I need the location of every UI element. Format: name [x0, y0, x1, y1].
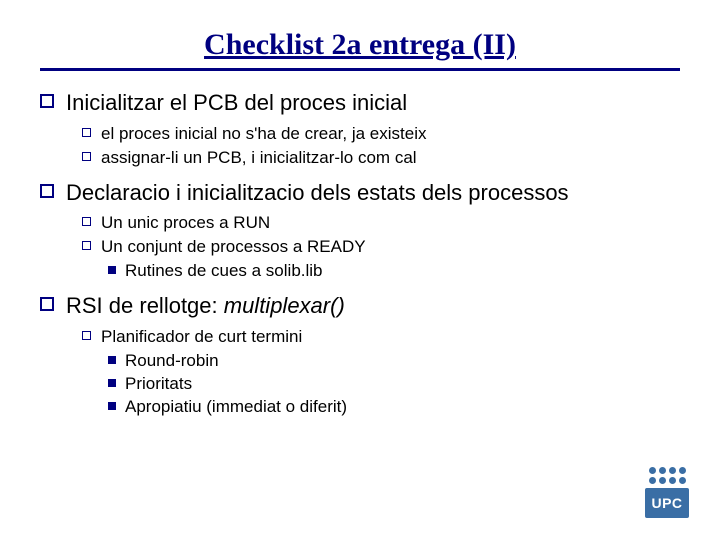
list-item: assignar-li un PCB, i inicialitzar-lo co… [82, 147, 680, 169]
logo-text: UPC [645, 488, 689, 518]
item-text: Declaracio i inicialitzacio dels estats … [66, 179, 569, 207]
item-text: Un unic proces a RUN [101, 212, 270, 234]
bullet-list: Inicialitzar el PCB del proces inicial e… [40, 89, 680, 418]
item-text: Un conjunt de processos a READY [101, 236, 366, 258]
list-item: RSI de rellotge: multiplexar() Planifica… [40, 292, 680, 418]
item-text: Prioritats [125, 373, 192, 395]
upc-logo: UPC [642, 467, 692, 518]
list-item: Un conjunt de processos a READY Rutines … [82, 236, 680, 282]
list-item: el proces inicial no s'ha de crear, ja e… [82, 123, 680, 145]
item-text: Round-robin [125, 350, 219, 372]
title-rule [40, 68, 680, 71]
item-text: Planificador de curt termini [101, 326, 302, 348]
list-item: Planificador de curt termini Round-robin [82, 326, 680, 418]
item-text-italic: multiplexar() [224, 293, 345, 318]
square-outline-small-icon [82, 128, 91, 137]
square-outline-icon [40, 297, 54, 311]
item-text-prefix: RSI de rellotge: [66, 293, 224, 318]
list-item: Declaracio i inicialitzacio dels estats … [40, 179, 680, 283]
square-filled-icon [108, 402, 116, 410]
item-text: Apropiatiu (immediat o diferit) [125, 396, 347, 418]
item-text: Rutines de cues a solib.lib [125, 260, 323, 282]
list-item: Prioritats [108, 373, 680, 395]
item-text: RSI de rellotge: multiplexar() [66, 292, 345, 320]
square-outline-icon [40, 184, 54, 198]
item-text: el proces inicial no s'ha de crear, ja e… [101, 123, 426, 145]
slide: Checklist 2a entrega (II) Inicialitzar e… [0, 0, 720, 540]
square-filled-icon [108, 356, 116, 364]
square-outline-small-icon [82, 331, 91, 340]
list-item: Rutines de cues a solib.lib [108, 260, 680, 282]
square-outline-icon [40, 94, 54, 108]
list-item: Apropiatiu (immediat o diferit) [108, 396, 680, 418]
square-outline-small-icon [82, 217, 91, 226]
list-item: Round-robin [108, 350, 680, 372]
square-outline-small-icon [82, 152, 91, 161]
item-text: Inicialitzar el PCB del proces inicial [66, 89, 407, 117]
list-item: Inicialitzar el PCB del proces inicial e… [40, 89, 680, 169]
logo-dots-icon [642, 467, 692, 484]
list-item: Un unic proces a RUN [82, 212, 680, 234]
square-filled-icon [108, 379, 116, 387]
slide-title: Checklist 2a entrega (II) [40, 28, 680, 62]
square-filled-icon [108, 266, 116, 274]
item-text: assignar-li un PCB, i inicialitzar-lo co… [101, 147, 417, 169]
square-outline-small-icon [82, 241, 91, 250]
